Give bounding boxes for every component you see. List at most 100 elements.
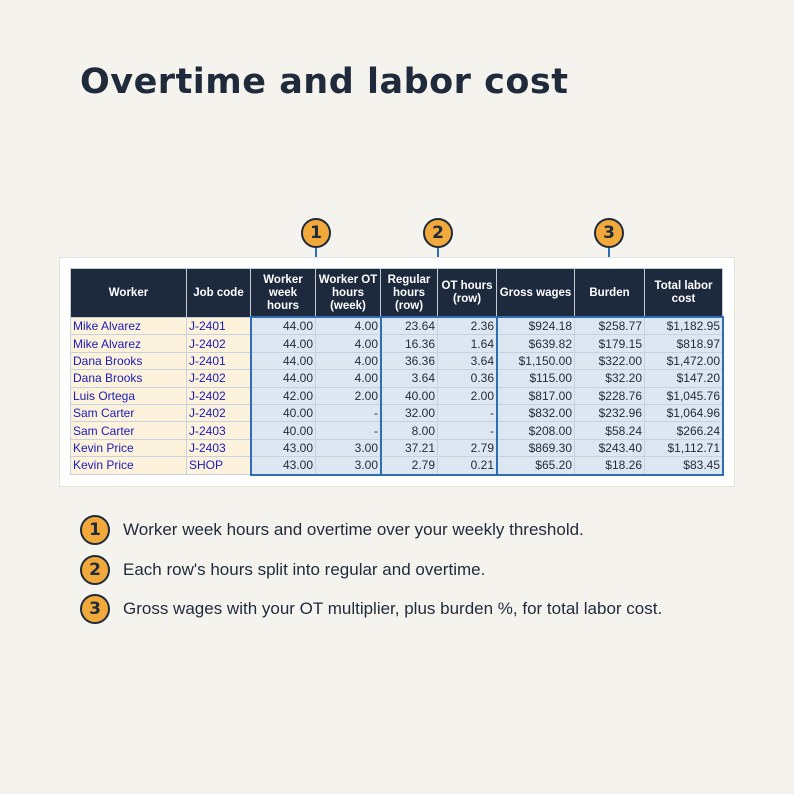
cell-worker[interactable]: Kevin Price	[70, 438, 187, 458]
cell-worker[interactable]: Luis Ortega	[70, 386, 187, 405]
cell-regular-hours[interactable]: 40.00	[380, 386, 438, 405]
cell-job-code[interactable]: J-2401	[186, 316, 251, 336]
cell-worker-ot-hours[interactable]: -	[315, 403, 381, 423]
cell-worker-week-hours[interactable]: 40.00	[250, 421, 316, 440]
cell-worker-ot-hours[interactable]: 4.00	[315, 351, 381, 371]
cell-worker[interactable]: Sam Carter	[70, 403, 187, 423]
cell-regular-hours[interactable]: 23.64	[380, 316, 438, 336]
cell-regular-hours[interactable]: 3.64	[380, 369, 438, 388]
cell-worker[interactable]: Mike Alvarez	[70, 316, 187, 336]
cell-job-code[interactable]: J-2402	[186, 403, 251, 423]
cell-job-code[interactable]: J-2403	[186, 438, 251, 458]
cell-total-labor-cost[interactable]: $1,472.00	[644, 351, 723, 371]
cell-total-labor-cost[interactable]: $1,182.95	[644, 316, 723, 336]
cell-burden[interactable]: $232.96	[574, 403, 645, 423]
cell-job-code[interactable]: J-2402	[186, 369, 251, 388]
cell-gross-wages[interactable]: $832.00	[496, 403, 575, 423]
callout-badge-2: 2	[423, 218, 453, 248]
cell-burden[interactable]: $32.20	[574, 369, 645, 388]
column-header-worker-week-hours[interactable]: Worker week hours	[250, 268, 316, 318]
cell-burden[interactable]: $243.40	[574, 438, 645, 458]
cell-worker[interactable]: Mike Alvarez	[70, 334, 187, 353]
cell-ot-hours-row[interactable]: 1.64	[437, 334, 497, 353]
cell-regular-hours[interactable]: 16.36	[380, 334, 438, 353]
cell-worker[interactable]: Dana Brooks	[70, 369, 187, 388]
cell-worker-week-hours[interactable]: 44.00	[250, 334, 316, 353]
column-header-job-code[interactable]: Job code	[186, 268, 251, 318]
cell-worker-ot-hours[interactable]: 3.00	[315, 438, 381, 458]
cell-job-code[interactable]: J-2401	[186, 351, 251, 371]
cell-job-code[interactable]: J-2402	[186, 334, 251, 353]
table-row: Sam Carter J-2402 40.00 - 32.00 - $832.0…	[70, 403, 723, 423]
cell-burden[interactable]: $58.24	[574, 421, 645, 440]
cell-total-labor-cost[interactable]: $266.24	[644, 421, 723, 440]
cell-ot-hours-row[interactable]: -	[437, 421, 497, 440]
column-header-worker-ot-hours[interactable]: Worker OT hours (week)	[315, 268, 381, 318]
cell-worker-week-hours[interactable]: 44.00	[250, 369, 316, 388]
cell-gross-wages[interactable]: $817.00	[496, 386, 575, 405]
cell-regular-hours[interactable]: 32.00	[380, 403, 438, 423]
cell-ot-hours-row[interactable]: 2.00	[437, 386, 497, 405]
table-row: Sam Carter J-2403 40.00 - 8.00 - $208.00…	[70, 421, 723, 440]
cell-burden[interactable]: $179.15	[574, 334, 645, 353]
cell-burden[interactable]: $18.26	[574, 456, 645, 475]
spreadsheet-panel: Worker Job code Worker week hours Worker…	[60, 258, 734, 486]
cell-total-labor-cost[interactable]: $147.20	[644, 369, 723, 388]
cell-job-code[interactable]: J-2402	[186, 386, 251, 405]
column-header-gross-wages[interactable]: Gross wages	[496, 268, 575, 318]
cell-worker-week-hours[interactable]: 40.00	[250, 403, 316, 423]
cell-worker-ot-hours[interactable]: 4.00	[315, 316, 381, 336]
cell-regular-hours[interactable]: 8.00	[380, 421, 438, 440]
cell-burden[interactable]: $228.76	[574, 386, 645, 405]
cell-gross-wages[interactable]: $65.20	[496, 456, 575, 475]
cell-burden[interactable]: $258.77	[574, 316, 645, 336]
cell-job-code[interactable]: J-2403	[186, 421, 251, 440]
cell-ot-hours-row[interactable]: 0.21	[437, 456, 497, 475]
cell-gross-wages[interactable]: $869.30	[496, 438, 575, 458]
column-header-burden[interactable]: Burden	[574, 268, 645, 318]
cell-worker-week-hours[interactable]: 43.00	[250, 438, 316, 458]
cell-gross-wages[interactable]: $924.18	[496, 316, 575, 336]
legend-badge-2: 2	[80, 555, 110, 585]
cell-worker-week-hours[interactable]: 44.00	[250, 316, 316, 336]
cell-worker-ot-hours[interactable]: 4.00	[315, 369, 381, 388]
cell-worker-ot-hours[interactable]: 2.00	[315, 386, 381, 405]
cell-worker[interactable]: Sam Carter	[70, 421, 187, 440]
cell-worker-week-hours[interactable]: 42.00	[250, 386, 316, 405]
cell-ot-hours-row[interactable]: 0.36	[437, 369, 497, 388]
cell-total-labor-cost[interactable]: $1,112.71	[644, 438, 723, 458]
cell-ot-hours-row[interactable]: 2.36	[437, 316, 497, 336]
cell-gross-wages[interactable]: $208.00	[496, 421, 575, 440]
column-header-regular-hours[interactable]: Regular hours (row)	[380, 268, 438, 318]
cell-job-code[interactable]: SHOP	[186, 456, 251, 475]
cell-total-labor-cost[interactable]: $818.97	[644, 334, 723, 353]
cell-gross-wages[interactable]: $115.00	[496, 369, 575, 388]
cell-regular-hours[interactable]: 36.36	[380, 351, 438, 371]
cell-ot-hours-row[interactable]: -	[437, 403, 497, 423]
callout-badge-1: 1	[301, 218, 331, 248]
legend-item-2: 2 Each row's hours split into regular an…	[80, 555, 693, 585]
cell-gross-wages[interactable]: $1,150.00	[496, 351, 575, 371]
column-header-total-labor-cost[interactable]: Total labor cost	[644, 268, 723, 318]
legend-item-3: 3 Gross wages with your OT multiplier, p…	[80, 594, 693, 624]
table-row: Mike Alvarez J-2401 44.00 4.00 23.64 2.3…	[70, 316, 723, 336]
cell-regular-hours[interactable]: 37.21	[380, 438, 438, 458]
cell-worker-ot-hours[interactable]: -	[315, 421, 381, 440]
cell-worker-week-hours[interactable]: 43.00	[250, 456, 316, 475]
legend-item-1: 1 Worker week hours and overtime over yo…	[80, 515, 693, 545]
cell-worker[interactable]: Dana Brooks	[70, 351, 187, 371]
cell-total-labor-cost[interactable]: $1,045.76	[644, 386, 723, 405]
cell-burden[interactable]: $322.00	[574, 351, 645, 371]
cell-total-labor-cost[interactable]: $1,064.96	[644, 403, 723, 423]
cell-ot-hours-row[interactable]: 2.79	[437, 438, 497, 458]
cell-worker-ot-hours[interactable]: 4.00	[315, 334, 381, 353]
column-header-ot-hours-row[interactable]: OT hours (row)	[437, 268, 497, 318]
cell-gross-wages[interactable]: $639.82	[496, 334, 575, 353]
cell-worker-week-hours[interactable]: 44.00	[250, 351, 316, 371]
cell-regular-hours[interactable]: 2.79	[380, 456, 438, 475]
column-header-worker[interactable]: Worker	[70, 268, 187, 318]
cell-worker-ot-hours[interactable]: 3.00	[315, 456, 381, 475]
cell-total-labor-cost[interactable]: $83.45	[644, 456, 723, 475]
cell-worker[interactable]: Kevin Price	[70, 456, 187, 475]
cell-ot-hours-row[interactable]: 3.64	[437, 351, 497, 371]
